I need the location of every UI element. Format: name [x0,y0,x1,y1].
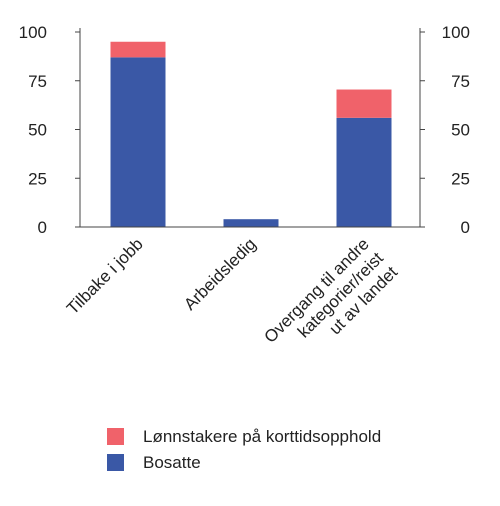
y-tick-right-label-50: 50 [451,121,470,140]
category-label-2: Overgang til andrekategorier/reistut av … [260,234,401,375]
y-tick-left-label-50: 50 [28,121,47,140]
bar-korttidsopphold-0 [110,41,166,58]
y-tick-left-label-25: 25 [28,169,47,188]
y-tick-left-label-100: 100 [19,23,47,42]
legend-swatch-1 [107,428,124,445]
bar-bosatte-2 [336,117,392,227]
y-tick-left-label-75: 75 [28,72,47,91]
bars-group [110,41,392,227]
category-label-1-line-0: Arbeidsledig [180,234,260,314]
axes-group: 0 0 25 25 50 50 75 75 100 100 [19,23,470,237]
y-tick-right-label-75: 75 [451,72,470,91]
legend-label-0: Bosatte [143,453,201,472]
legend-swatch-0 [107,454,124,471]
y-tick-right-label-25: 25 [451,169,470,188]
category-label-0: Tilbake i jobb [63,234,147,318]
y-tick-right-label-100: 100 [442,23,470,42]
category-label-0-line-0: Tilbake i jobb [63,234,147,318]
bar-korttidsopphold-2 [336,89,392,118]
legend: Lønnstakere på korttidsopphold Bosatte [107,427,381,472]
category-label-1: Arbeidsledig [180,234,260,314]
y-tick-right-label-0: 0 [461,218,470,237]
category-labels: Tilbake i jobb Arbeidsledig Overgang til a… [63,234,401,375]
legend-label-1: Lønnstakere på korttidsopphold [143,427,381,446]
bar-bosatte-1 [223,219,279,227]
bar-bosatte-0 [110,57,166,227]
y-tick-left-label-0: 0 [38,218,47,237]
